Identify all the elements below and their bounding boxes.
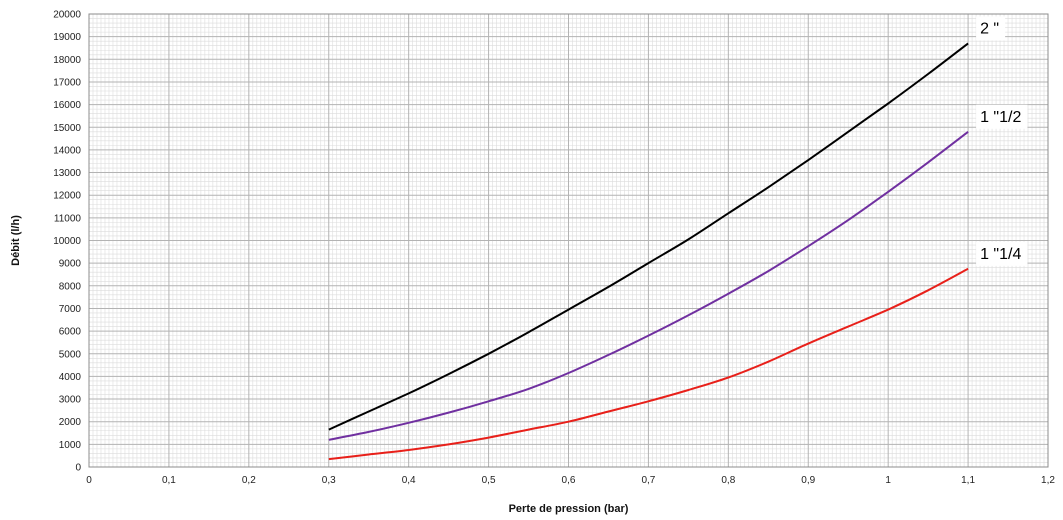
y-tick-label: 16000: [53, 100, 81, 111]
x-tick-label: 0,4: [402, 475, 416, 486]
x-tick-label: 0,5: [482, 475, 496, 486]
series-label-background: [976, 104, 1028, 129]
y-tick-label: 18000: [53, 55, 81, 66]
x-tick-label: 0,7: [641, 475, 655, 486]
series-line-0: [328, 42, 969, 431]
series-line-2: [328, 267, 969, 461]
series-label-layer: 2 " 1 "1/2 1 "1/4: [976, 16, 1028, 266]
x-tick-label: 0: [86, 475, 92, 486]
x-tick-label: 1,1: [961, 475, 975, 486]
y-tick-label: 17000: [53, 77, 81, 88]
y-tick-label: 1000: [59, 440, 82, 451]
x-axis-tick-labels: 0 0,1 0,2 0,3 0,4 0,5 0,6 0,7 0,8 0,9 1 1,1 1,2: [86, 475, 1055, 486]
y-tick-label: 6000: [59, 327, 82, 338]
y-tick-label: 20000: [53, 10, 81, 21]
series-line-1: [328, 131, 969, 441]
y-tick-label: 14000: [53, 145, 81, 156]
x-tick-label: 0,8: [721, 475, 735, 486]
series-label-2: 1 "1/4: [980, 246, 1021, 263]
y-tick-label: 8000: [59, 281, 82, 292]
series-label-background: [976, 241, 1028, 266]
plot-border: [88, 13, 1049, 468]
y-tick-label: 11000: [54, 213, 82, 224]
y-tick-label: 15000: [53, 123, 81, 134]
series-label-background: [976, 16, 1006, 41]
y-axis-tick-labels: 0 1000 2000 3000 4000 5000 6000 7000 8000 9000 100…: [53, 10, 81, 474]
y-tick-label: 12000: [53, 191, 81, 202]
series-layer: [328, 42, 969, 461]
y-tick-label: 2000: [59, 417, 82, 428]
y-tick-label: 5000: [59, 349, 82, 360]
series-label-0: 2 ": [980, 20, 999, 37]
y-tick-label: 10000: [53, 236, 81, 247]
series-label-1: 1 "1/2: [980, 109, 1021, 126]
y-tick-label: 3000: [59, 395, 82, 406]
x-axis-title: Perte de pression (bar): [509, 503, 629, 515]
y-tick-label: 19000: [53, 32, 81, 43]
x-tick-label: 1,2: [1041, 475, 1055, 486]
x-tick-label: 0,9: [801, 475, 815, 486]
y-tick-label: 9000: [59, 259, 82, 270]
y-tick-label: 13000: [53, 168, 81, 179]
x-tick-label: 1: [885, 475, 891, 486]
x-tick-label: 0,6: [562, 475, 576, 486]
major-grid: [89, 14, 1048, 467]
x-tick-label: 0,1: [162, 475, 176, 486]
x-tick-label: 0,2: [242, 475, 256, 486]
y-axis-title: Débit (l/h): [10, 215, 22, 266]
x-tick-label: 0,3: [322, 475, 336, 486]
y-tick-label: 7000: [59, 304, 82, 315]
y-tick-label: 0: [75, 463, 81, 474]
y-tick-label: 4000: [59, 372, 82, 383]
